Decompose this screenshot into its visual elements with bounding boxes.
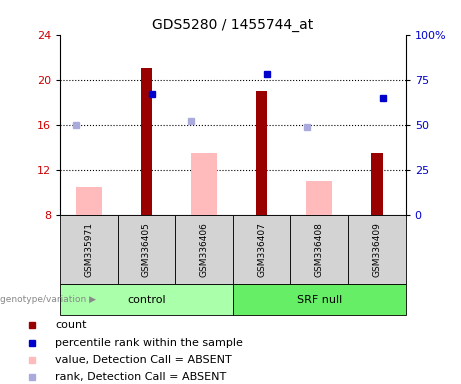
- Bar: [76, 187, 102, 215]
- Text: GSM335971: GSM335971: [84, 222, 93, 277]
- FancyBboxPatch shape: [290, 215, 348, 284]
- Bar: [256, 91, 267, 215]
- Text: count: count: [55, 320, 87, 330]
- Text: GSM336409: GSM336409: [372, 222, 381, 277]
- Text: GSM336405: GSM336405: [142, 222, 151, 277]
- FancyBboxPatch shape: [233, 215, 290, 284]
- Text: control: control: [127, 295, 165, 305]
- Text: SRF null: SRF null: [296, 295, 342, 305]
- Bar: [371, 153, 383, 215]
- FancyBboxPatch shape: [118, 215, 175, 284]
- Title: GDS5280 / 1455744_at: GDS5280 / 1455744_at: [152, 18, 313, 32]
- Text: percentile rank within the sample: percentile rank within the sample: [55, 338, 243, 348]
- Text: GSM336407: GSM336407: [257, 222, 266, 277]
- Text: value, Detection Call = ABSENT: value, Detection Call = ABSENT: [55, 355, 232, 365]
- FancyBboxPatch shape: [175, 215, 233, 284]
- Bar: [141, 68, 152, 215]
- Text: rank, Detection Call = ABSENT: rank, Detection Call = ABSENT: [55, 372, 226, 382]
- FancyBboxPatch shape: [60, 215, 118, 284]
- Bar: [191, 153, 217, 215]
- FancyBboxPatch shape: [348, 215, 406, 284]
- FancyBboxPatch shape: [233, 284, 406, 315]
- FancyBboxPatch shape: [60, 284, 233, 315]
- Text: genotype/variation ▶: genotype/variation ▶: [0, 295, 96, 304]
- Text: GSM336406: GSM336406: [200, 222, 208, 277]
- Text: GSM336408: GSM336408: [315, 222, 324, 277]
- Bar: [306, 181, 332, 215]
